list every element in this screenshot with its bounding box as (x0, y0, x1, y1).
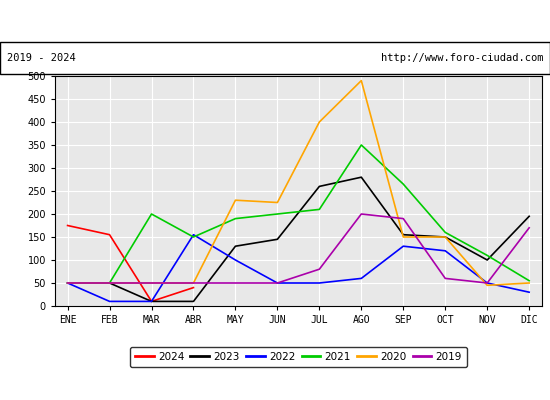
Text: http://www.foro-ciudad.com: http://www.foro-ciudad.com (381, 53, 543, 63)
Text: 2019 - 2024: 2019 - 2024 (7, 53, 75, 63)
Text: Evolucion Nº Turistas Nacionales en el municipio de Torre de las Arcas: Evolucion Nº Turistas Nacionales en el m… (29, 14, 521, 28)
Legend: 2024, 2023, 2022, 2021, 2020, 2019: 2024, 2023, 2022, 2021, 2020, 2019 (130, 347, 467, 367)
